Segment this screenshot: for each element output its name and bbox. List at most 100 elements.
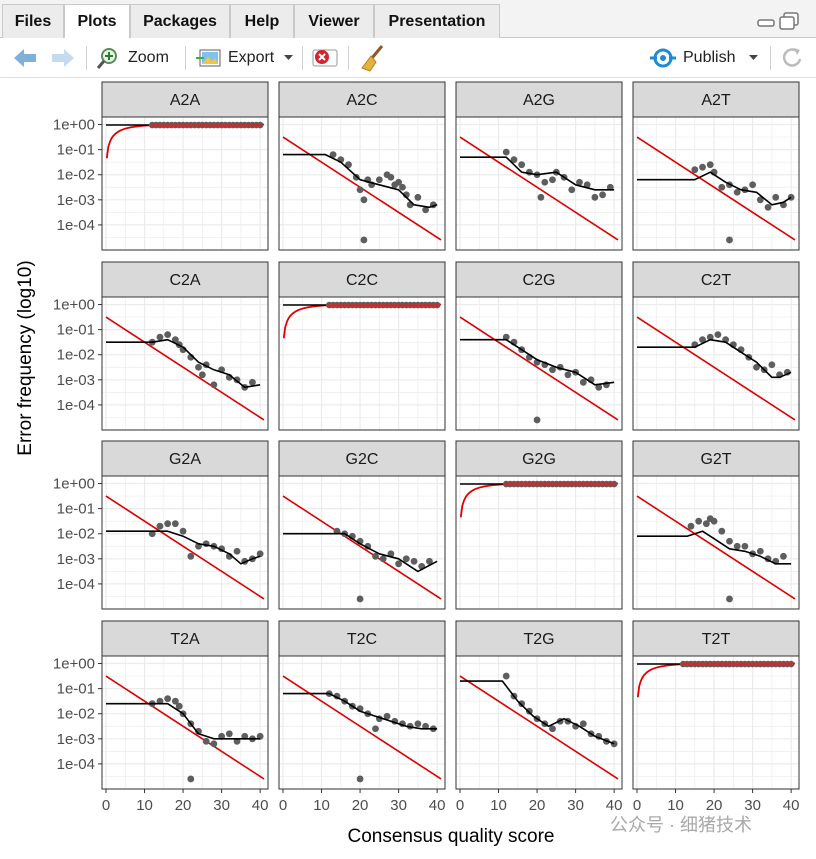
x-tick-label: 30 (213, 797, 230, 814)
export-menu-button[interactable]: Export (196, 38, 294, 78)
observed-error-point-overlay (369, 302, 374, 308)
observed-error-point-overlay (192, 122, 197, 128)
observed-error-point-overlay (203, 122, 209, 128)
pane-window-controls (757, 12, 799, 30)
x-tick-label: 10 (490, 797, 507, 814)
fitted-error-line (283, 532, 438, 573)
tab-plots[interactable]: Plots (64, 4, 130, 39)
observed-error-point-overlay (380, 302, 386, 308)
forward-arrow-icon[interactable] (50, 38, 76, 78)
export-image-icon (196, 49, 221, 67)
observed-error-point (164, 695, 172, 703)
observed-error-point-overlay (177, 122, 182, 128)
y-tick-label: 1e-04 (57, 576, 95, 593)
facet-strip (632, 81, 800, 118)
x-tick-label: 0 (633, 797, 641, 814)
facet-strip-label: T2T (702, 631, 731, 648)
facet-panel: G2G (455, 440, 623, 610)
panel-border (101, 655, 269, 790)
tab-help[interactable]: Help (230, 4, 294, 38)
observed-error-point-overlay (773, 661, 778, 667)
facet-strip-label: A2T (701, 92, 731, 109)
facet-strip (278, 81, 446, 118)
facet-panel: T2G 0 10 20 30 40 (455, 620, 623, 814)
minimize-pane-icon[interactable] (757, 19, 775, 27)
observed-error-point-overlay (577, 481, 582, 487)
observed-error-point-overlay (711, 661, 717, 667)
observed-error-point-overlay (411, 302, 417, 308)
facet-panel: C2A 1e+00 1e-01 1e-02 1e-03 1e-04 (53, 261, 269, 431)
observed-error-point-overlay (254, 122, 259, 128)
x-tick-label: 0 (279, 797, 287, 814)
observed-error-point (375, 176, 383, 184)
observed-error-point (699, 336, 706, 344)
panel-border (455, 116, 623, 251)
facet-strip-label: C2C (346, 272, 378, 289)
observed-error-point-overlay (554, 481, 559, 487)
pane-tab-bar: Files Plots Packages Help Viewer Present… (0, 0, 816, 39)
y-tick-label: 1e-03 (57, 551, 95, 568)
zoom-button[interactable]: Zoom (96, 38, 169, 78)
facet-strip-label: A2A (170, 92, 201, 109)
remove-plot-icon[interactable] (312, 38, 340, 78)
publish-label: Publish (683, 49, 736, 66)
observed-error-point-overlay (704, 661, 709, 667)
export-label: Export (228, 49, 275, 66)
observed-error-point-overlay (200, 122, 205, 128)
facet-strip (632, 440, 800, 477)
observed-error-point-overlay (350, 302, 355, 308)
observed-error-point-overlay (788, 661, 794, 667)
observed-error-point (387, 173, 395, 181)
observed-error-point-overlay (334, 302, 340, 308)
observed-error-point-overlay (396, 302, 401, 308)
observed-error-point (395, 178, 403, 186)
tab-files[interactable]: Files (2, 4, 64, 38)
panel-background (456, 656, 622, 789)
observed-error-point-overlay (338, 302, 344, 308)
tab-packages[interactable]: Packages (130, 4, 230, 38)
observed-error-point-overlay (196, 122, 201, 128)
publish-button[interactable]: Publish (650, 38, 759, 78)
maximize-pane-icon[interactable] (779, 12, 799, 30)
panel-data (636, 136, 796, 244)
observed-error-point (706, 161, 714, 169)
watermark-text: 公众号 · 细猪技术 (610, 815, 752, 835)
observed-error-point-overlay (561, 481, 567, 487)
observed-error-point (233, 547, 241, 555)
observed-error-point-overlay (392, 302, 397, 308)
observed-error-point (606, 183, 614, 191)
tab-presentation[interactable]: Presentation (374, 4, 500, 38)
observed-error-point-overlay (608, 481, 613, 487)
panel-background (102, 117, 268, 250)
tab-viewer[interactable]: Viewer (294, 4, 374, 38)
observed-error-point-overlay (404, 302, 409, 308)
observed-error-point-overlay (684, 661, 690, 667)
observed-error-point (768, 361, 776, 369)
observed-error-point (395, 560, 403, 568)
panel-background (633, 656, 799, 789)
observed-error-point-overlay (531, 481, 536, 487)
panel-data (105, 675, 265, 783)
facet-panel: A2G (455, 81, 623, 251)
facet-panel: T2T 0 10 20 30 40 (632, 620, 800, 814)
observed-error-point (175, 702, 183, 710)
observed-error-point (579, 378, 587, 386)
observed-error-point-overlay (434, 302, 440, 308)
observed-error-point (225, 730, 233, 738)
panel-background (102, 476, 268, 609)
broom-icon[interactable] (358, 38, 386, 78)
x-tick-label: 20 (175, 797, 192, 814)
panel-border (455, 296, 623, 431)
x-tick-label: 0 (102, 797, 110, 814)
x-tick-label: 10 (667, 797, 684, 814)
back-arrow-icon[interactable] (12, 38, 38, 78)
x-tick-label: 30 (744, 797, 761, 814)
observed-error-point (610, 740, 618, 748)
refresh-icon[interactable] (778, 38, 806, 78)
nominal-error-line (636, 316, 796, 421)
observed-error-point (502, 333, 510, 341)
observed-error-point (595, 383, 603, 391)
observed-error-point-overlay (600, 481, 605, 487)
observed-error-point (198, 371, 206, 379)
panel-border (278, 655, 446, 790)
